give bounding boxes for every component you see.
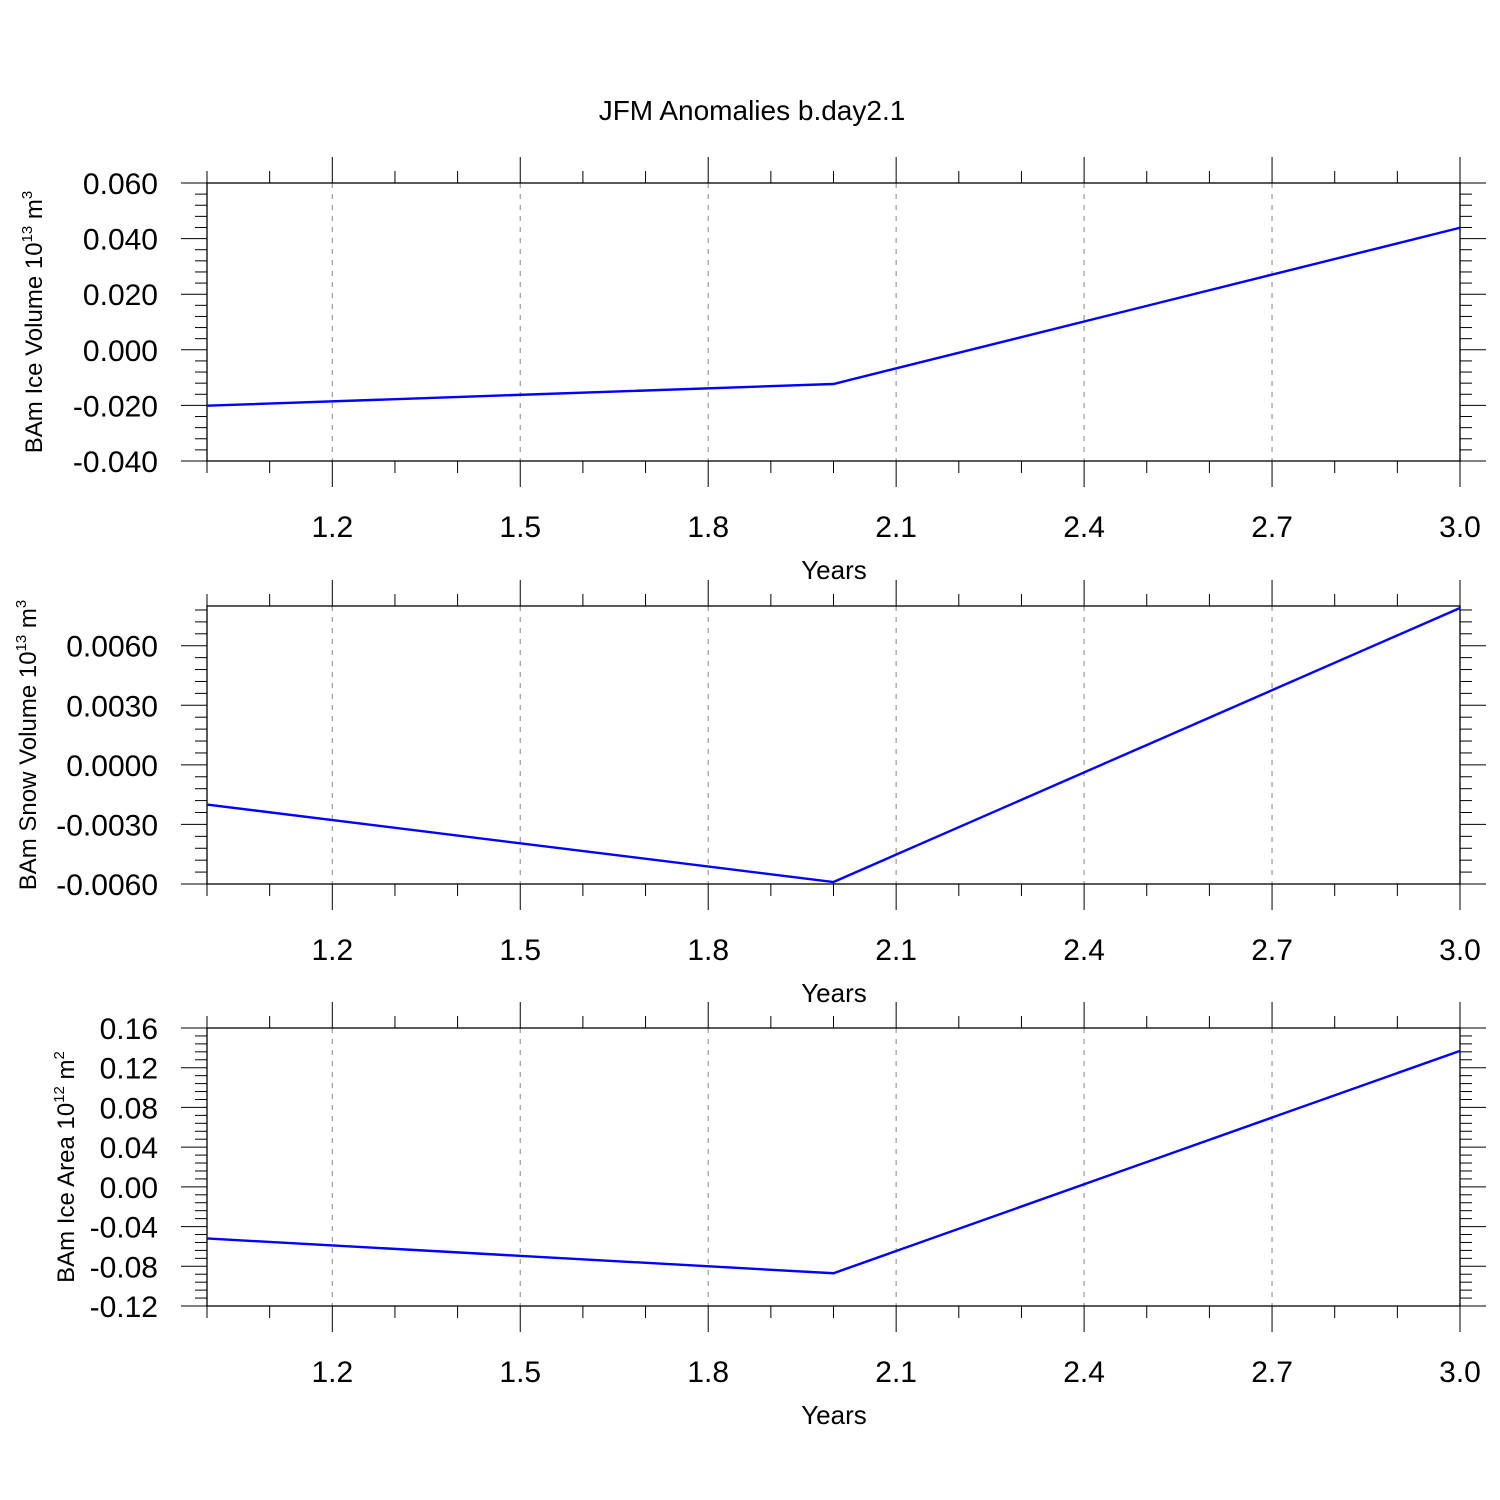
y-tick-label: 0.020	[83, 279, 158, 312]
y-tick-label: -0.08	[90, 1251, 158, 1284]
x-tick-label: 2.7	[1251, 511, 1293, 544]
x-tick-label: 1.5	[499, 1356, 541, 1389]
plot-frame	[206, 182, 1461, 462]
y-axis-label: BAm Snow Volume 1013 m3	[13, 600, 42, 891]
x-tick-label: 1.8	[687, 511, 729, 544]
y-tick-label: 0.000	[83, 335, 158, 368]
y-tick-label: -0.020	[73, 390, 158, 423]
y-tick-label: 0.16	[100, 1013, 158, 1046]
panel-1: 0.060 0.040 0.020 0.000 -0.020 -0.040 1.2 1.5 1.…	[19, 157, 1486, 585]
y-tick-label: 0.00	[100, 1172, 158, 1205]
y-tick-label: -0.040	[73, 446, 158, 479]
x-tick-label: 3.0	[1439, 934, 1481, 967]
panel-3: 0.16 0.12 0.08 0.04 0.00 -0.04 -0.08 -0.12 1.2 1.…	[51, 1002, 1486, 1430]
x-tick-label: 2.7	[1251, 1356, 1293, 1389]
x-tick-label: 1.5	[499, 511, 541, 544]
x-tick-label: 3.0	[1439, 1356, 1481, 1389]
plot-frame	[206, 605, 1461, 885]
x-tick-label: 2.1	[875, 934, 917, 967]
x-axis-label: Years	[801, 978, 867, 1008]
chart-title: JFM Anomalies b.day2.1	[599, 95, 906, 126]
plot-frame	[206, 1027, 1461, 1307]
y-axis-label: BAm Ice Area 1012 m2	[51, 1051, 80, 1283]
y-tick-label: 0.0030	[66, 690, 158, 723]
panel-2: 0.0060 0.0030 0.0000 -0.0030 -0.0060 1.2 1.5 1.…	[13, 580, 1486, 1008]
y-axis-label: BAm Ice Volume 1013 m3	[19, 191, 48, 453]
y-tick-label: -0.0060	[56, 869, 158, 902]
y-tick-label: 0.08	[100, 1092, 158, 1125]
x-axis-label: Years	[801, 555, 867, 585]
x-tick-label: 2.1	[875, 511, 917, 544]
y-tick-label: 0.04	[100, 1132, 158, 1165]
x-tick-label: 1.2	[311, 1356, 353, 1389]
y-tick-label: 0.0060	[66, 631, 158, 664]
x-tick-label: 2.4	[1063, 1356, 1105, 1389]
y-tick-label: -0.04	[90, 1212, 158, 1245]
x-tick-label: 1.2	[311, 934, 353, 967]
y-tick-label: 0.040	[83, 224, 158, 257]
x-tick-label: 1.2	[311, 511, 353, 544]
x-tick-label: 1.8	[687, 934, 729, 967]
x-axis-label: Years	[801, 1400, 867, 1430]
y-tick-label: -0.0030	[56, 809, 158, 842]
x-tick-label: 1.5	[499, 934, 541, 967]
x-tick-label: 2.4	[1063, 511, 1105, 544]
x-tick-label: 2.4	[1063, 934, 1105, 967]
y-tick-label: 0.060	[83, 168, 158, 201]
y-tick-label: 0.0000	[66, 750, 158, 783]
x-tick-label: 2.7	[1251, 934, 1293, 967]
x-tick-label: 1.8	[687, 1356, 729, 1389]
x-tick-label: 2.1	[875, 1356, 917, 1389]
y-tick-label: 0.12	[100, 1053, 158, 1086]
y-tick-label: -0.12	[90, 1291, 158, 1324]
x-tick-label: 3.0	[1439, 511, 1481, 544]
